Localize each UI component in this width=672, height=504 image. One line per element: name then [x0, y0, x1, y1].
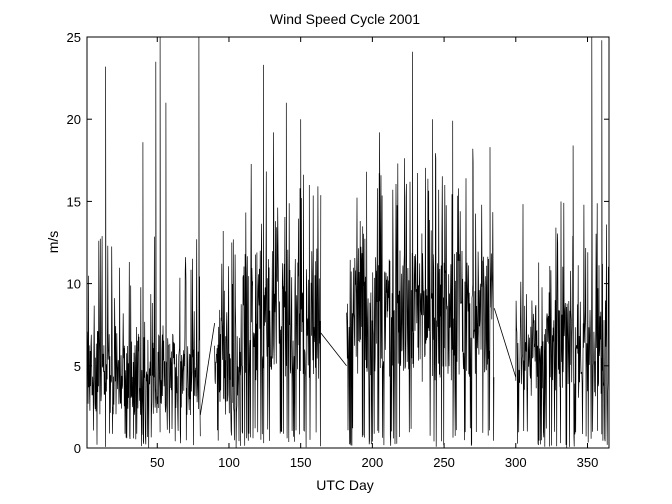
- y-tick-label: 25: [67, 30, 81, 45]
- series-gap-line: [199, 322, 216, 416]
- y-tick-label: 10: [67, 277, 81, 292]
- y-axis-ticks: 0 5 10 15 20 25: [67, 30, 609, 456]
- x-tick-label: 250: [433, 455, 455, 470]
- x-axis-ticks: 50 100 150 200 250 300 350: [150, 37, 598, 470]
- x-axis-label: UTC Day: [316, 477, 374, 493]
- chart-title: Wind Speed Cycle 2001: [270, 11, 420, 27]
- x-tick-label: 50: [150, 455, 164, 470]
- series-segment: [346, 51, 495, 447]
- series-segment: [214, 230, 241, 448]
- y-tick-label: 0: [74, 441, 81, 456]
- y-axis-label: m/s: [45, 231, 61, 254]
- x-tick-label: 150: [290, 455, 312, 470]
- x-tick-label: 100: [218, 455, 240, 470]
- series-gap-line: [493, 308, 517, 378]
- x-tick-label: 200: [362, 455, 384, 470]
- series-segment: [515, 36, 610, 448]
- x-tick-label: 300: [505, 455, 527, 470]
- x-tick-label: 350: [577, 455, 599, 470]
- y-tick-label: 5: [74, 359, 81, 374]
- wind-speed-series: [86, 36, 610, 449]
- y-tick-label: 20: [67, 112, 81, 127]
- series-segment: [86, 36, 201, 449]
- series-segment: [240, 64, 322, 448]
- y-tick-label: 15: [67, 194, 81, 209]
- series-gap-line: [320, 332, 347, 367]
